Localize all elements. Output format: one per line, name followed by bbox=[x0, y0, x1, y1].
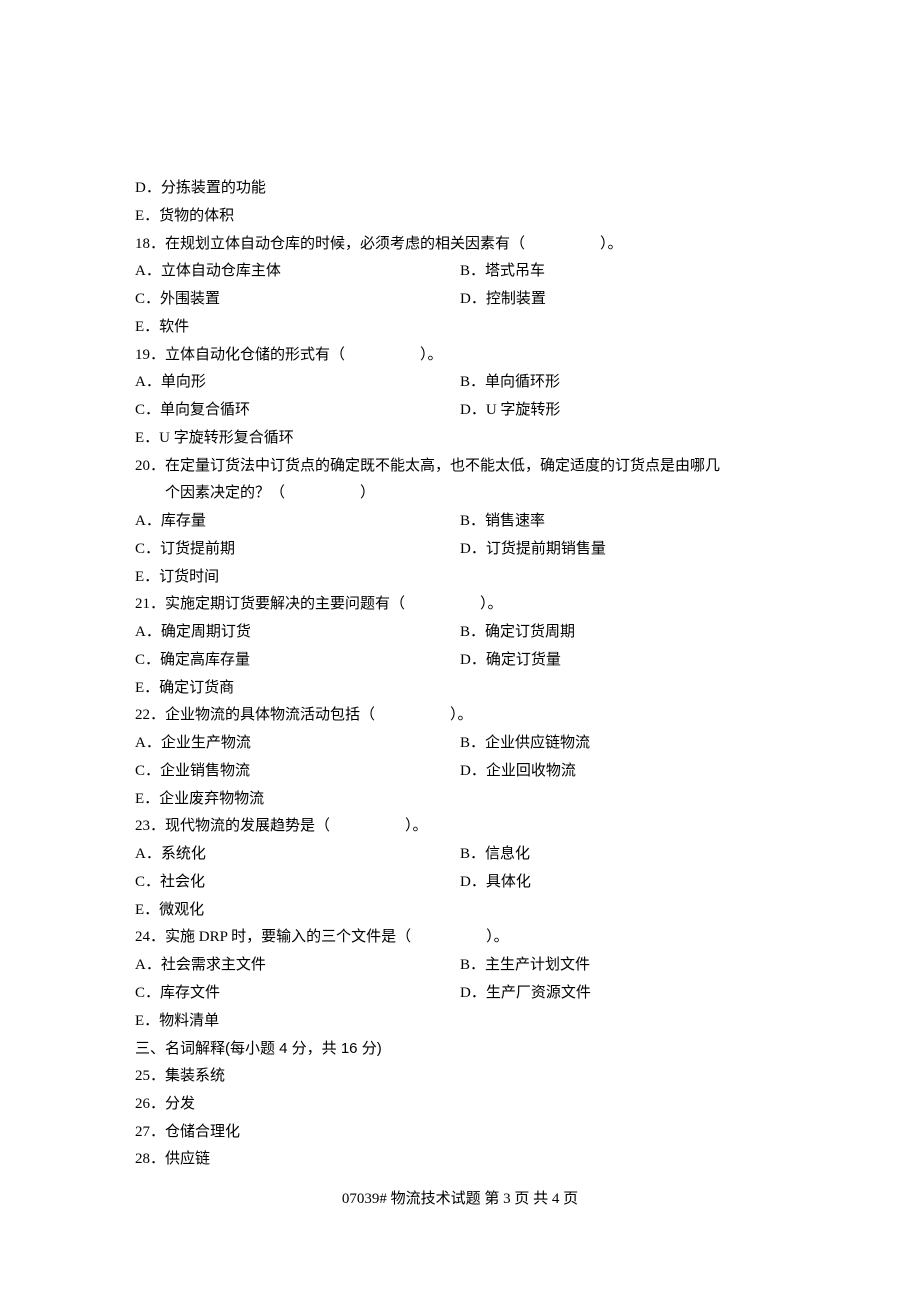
q24-option-a: A．社会需求主文件 bbox=[135, 952, 460, 980]
q20-option-d: D．订货提前期销售量 bbox=[460, 536, 785, 564]
q18-option-e: E．软件 bbox=[135, 314, 785, 342]
q21-option-b: B．确定订货周期 bbox=[460, 619, 785, 647]
q20-option-e: E．订货时间 bbox=[135, 564, 785, 592]
q27: 27．仓储合理化 bbox=[135, 1119, 785, 1147]
q24-option-b: B．主生产计划文件 bbox=[460, 952, 785, 980]
q18-option-d: D．控制装置 bbox=[460, 286, 785, 314]
q23-option-e: E．微观化 bbox=[135, 897, 785, 925]
q24-option-d: D．生产厂资源文件 bbox=[460, 980, 785, 1008]
q19-option-a: A．单向形 bbox=[135, 369, 460, 397]
q24-text: 24．实施 DRP 时，要输入的三个文件是（ ）。 bbox=[135, 924, 785, 952]
q22-option-d: D．企业回收物流 bbox=[460, 758, 785, 786]
q23-option-a: A．系统化 bbox=[135, 841, 460, 869]
q19-option-d: D．U 字旋转形 bbox=[460, 397, 785, 425]
q26: 26．分发 bbox=[135, 1091, 785, 1119]
q20-option-c: C．订货提前期 bbox=[135, 536, 460, 564]
q18-option-b: B．塔式吊车 bbox=[460, 258, 785, 286]
q23-option-d: D．具体化 bbox=[460, 869, 785, 897]
q23-text: 23．现代物流的发展趋势是（ ）。 bbox=[135, 813, 785, 841]
q19-option-b: B．单向循环形 bbox=[460, 369, 785, 397]
q20-text-line1: 20．在定量订货法中订货点的确定既不能太高，也不能太低，确定适度的订货点是由哪几 bbox=[135, 453, 785, 481]
q23-option-b: B．信息化 bbox=[460, 841, 785, 869]
q21-text: 21．实施定期订货要解决的主要问题有（ ）。 bbox=[135, 591, 785, 619]
q22-option-c: C．企业销售物流 bbox=[135, 758, 460, 786]
q28: 28．供应链 bbox=[135, 1146, 785, 1174]
q21-option-c: C．确定高库存量 bbox=[135, 647, 460, 675]
q18-text: 18．在规划立体自动仓库的时候，必须考虑的相关因素有（ ）。 bbox=[135, 231, 785, 259]
q21-option-a: A．确定周期订货 bbox=[135, 619, 460, 647]
q22-option-e: E．企业废弃物物流 bbox=[135, 786, 785, 814]
q18-option-c: C．外围装置 bbox=[135, 286, 460, 314]
q22-option-a: A．企业生产物流 bbox=[135, 730, 460, 758]
q22-option-b: B．企业供应链物流 bbox=[460, 730, 785, 758]
page-footer: 07039# 物流技术试题 第 3 页 共 4 页 bbox=[135, 1174, 785, 1214]
q19-option-c: C．单向复合循环 bbox=[135, 397, 460, 425]
q19-option-e: E．U 字旋转形复合循环 bbox=[135, 425, 785, 453]
q20-text-line2: 个因素决定的？（ ） bbox=[135, 480, 785, 508]
q24-option-e: E．物料清单 bbox=[135, 1008, 785, 1036]
q22-text: 22．企业物流的具体物流活动包括（ ）。 bbox=[135, 702, 785, 730]
q17-option-d: D．分拣装置的功能 bbox=[135, 175, 785, 203]
q25: 25．集装系统 bbox=[135, 1063, 785, 1091]
q18-option-a: A．立体自动仓库主体 bbox=[135, 258, 460, 286]
q20-option-b: B．销售速率 bbox=[460, 508, 785, 536]
section3-title: 三、名词解释(每小题 4 分，共 16 分) bbox=[135, 1035, 785, 1063]
q20-option-a: A．库存量 bbox=[135, 508, 460, 536]
q23-option-c: C．社会化 bbox=[135, 869, 460, 897]
q17-option-e: E．货物的体积 bbox=[135, 203, 785, 231]
q21-option-e: E．确定订货商 bbox=[135, 675, 785, 703]
q19-text: 19．立体自动化仓储的形式有（ ）。 bbox=[135, 342, 785, 370]
q24-option-c: C．库存文件 bbox=[135, 980, 460, 1008]
q21-option-d: D．确定订货量 bbox=[460, 647, 785, 675]
